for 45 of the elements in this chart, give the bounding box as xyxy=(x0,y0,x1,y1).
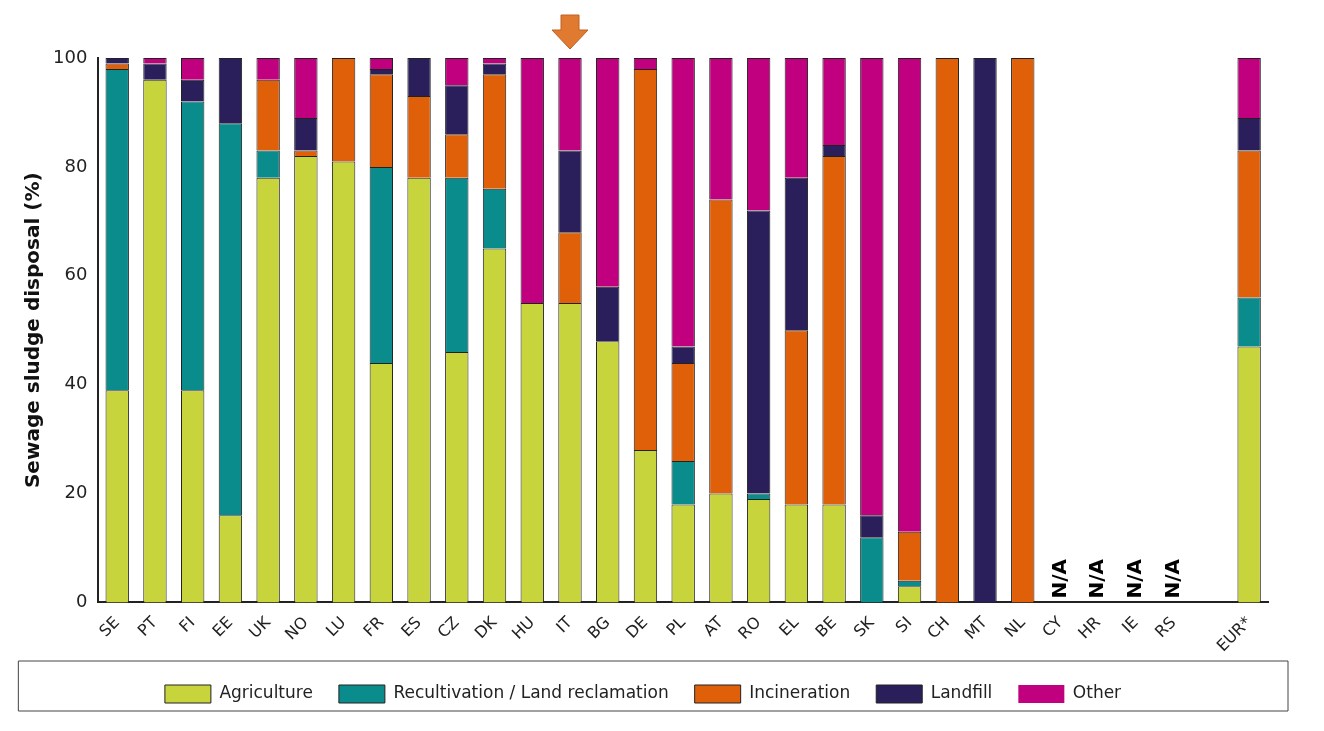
x-tick-label: DE xyxy=(621,612,652,642)
x-tick-label: DK xyxy=(470,612,501,643)
y-tick-label: 40 xyxy=(64,372,88,394)
annotation: N/A xyxy=(1122,558,1147,599)
x-tick-label: HR xyxy=(1074,612,1104,643)
annotation: N/A xyxy=(1159,558,1184,599)
x-tick-label: MT xyxy=(960,612,991,643)
x-tick-label: BE xyxy=(811,612,840,641)
x-tick-label: SE xyxy=(95,612,123,641)
x-tick-label: ES xyxy=(397,612,425,641)
legend-label: Recultivation / Land reclamation xyxy=(393,682,669,703)
x-tick-label: NL xyxy=(1000,612,1029,641)
x-tick-label: BG xyxy=(583,612,614,643)
annotation: N/A xyxy=(1084,558,1109,599)
x-tick-label: EE xyxy=(208,612,237,641)
x-tick-label: FR xyxy=(359,612,388,641)
x-tick-label: RS xyxy=(1150,612,1180,642)
x-tick-label: IT xyxy=(552,612,576,637)
x-tick-label: CY xyxy=(1038,612,1067,641)
annotation: N/A xyxy=(1046,558,1071,599)
x-tick-label: UK xyxy=(244,612,275,642)
y-tick-label: 80 xyxy=(64,154,88,176)
x-tick-label: NO xyxy=(280,612,312,644)
y-tick-label: 100 xyxy=(53,45,88,67)
x-tick-label: SI xyxy=(891,612,916,637)
legend-label: Landfill xyxy=(930,682,993,703)
x-tick-label: RO xyxy=(734,612,765,643)
x-tick-label: LU xyxy=(321,612,350,641)
y-tick-label: 60 xyxy=(64,263,88,285)
legend-label: Incineration xyxy=(749,682,851,703)
x-tick-label: PT xyxy=(133,612,161,640)
y-tick-label: 20 xyxy=(64,481,88,503)
y-tick-label: 0 xyxy=(75,590,88,612)
x-tick-label: AT xyxy=(699,612,727,640)
legend-label: Other xyxy=(1072,682,1122,703)
x-tick-label: EL xyxy=(775,612,803,640)
x-tick-label: IE xyxy=(1117,612,1142,637)
x-tick-label: PL xyxy=(662,612,690,640)
x-tick-label: CH xyxy=(923,612,954,643)
x-tick-label: SK xyxy=(849,612,878,641)
y-axis-title: Sewage sludge disposal (%) xyxy=(20,172,45,489)
legend-label: Agriculture xyxy=(219,682,313,703)
x-tick-label: FI xyxy=(175,612,199,636)
x-tick-label: CZ xyxy=(433,612,463,642)
x-tick-label: HU xyxy=(507,612,539,643)
